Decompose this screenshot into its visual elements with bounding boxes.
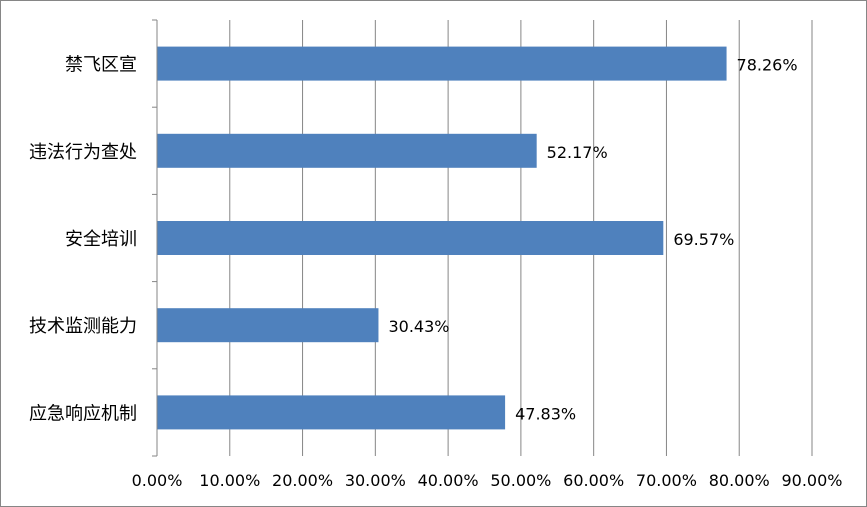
x-tick-label: 0.00%: [132, 471, 183, 490]
data-label: 47.83%: [515, 404, 576, 423]
category-label: 应急响应机制: [29, 403, 137, 424]
x-tick-label: 30.00%: [345, 471, 406, 490]
x-tick-label: 50.00%: [490, 471, 551, 490]
category-label: 安全培训: [65, 229, 137, 250]
bar: [157, 308, 379, 343]
x-tick-label: 70.00%: [636, 471, 697, 490]
x-tick-label: 10.00%: [199, 471, 260, 490]
category-label: 违法行为查处: [29, 142, 137, 163]
x-tick-label: 60.00%: [563, 471, 624, 490]
bar: [157, 221, 664, 255]
x-tick-label: 80.00%: [709, 471, 770, 490]
x-tick-label: 90.00%: [781, 471, 842, 490]
x-tick-label: 40.00%: [418, 471, 479, 490]
data-label: 52.17%: [547, 143, 608, 162]
data-label: 69.57%: [673, 230, 734, 249]
labels: 0.00% 10.00% 20.00% 30.00% 40.00% 50.00% 60.00…: [29, 55, 843, 490]
data-label: 78.26%: [737, 56, 798, 75]
data-label: 30.43%: [388, 317, 449, 336]
x-tick-label: 20.00%: [272, 471, 333, 490]
bar: [157, 133, 537, 168]
y-axis: [152, 19, 158, 457]
bars: [157, 46, 727, 430]
category-label: 禁飞区宣: [65, 55, 137, 76]
bar: [157, 395, 506, 430]
bar: [157, 46, 727, 81]
category-label: 技术监测能力: [29, 316, 137, 337]
